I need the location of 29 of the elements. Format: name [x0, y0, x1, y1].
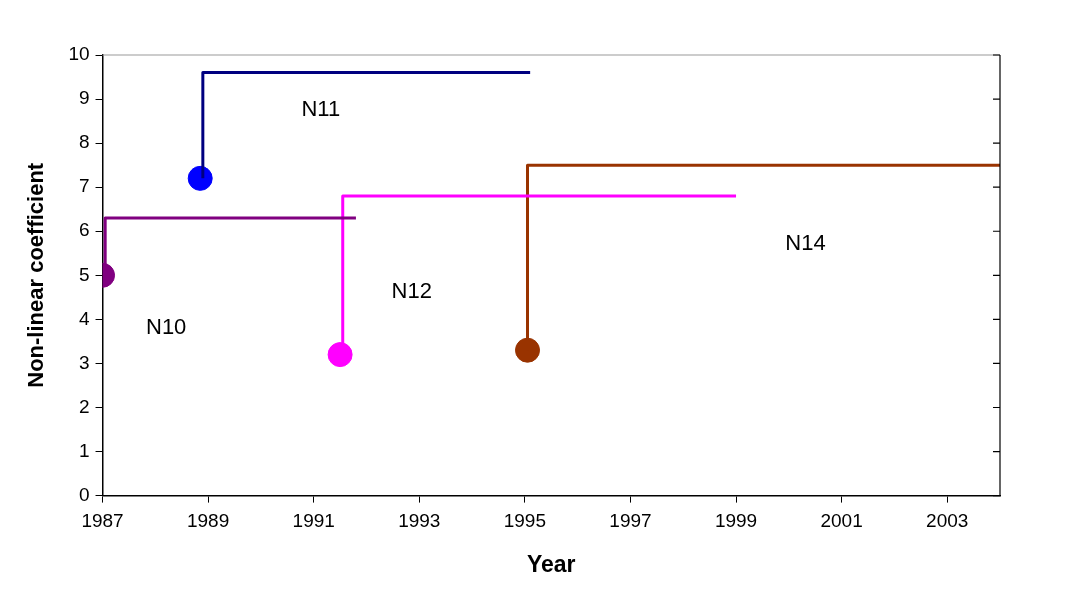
- y-tick-label: 3: [78, 351, 90, 373]
- x-tick-label: 1987: [81, 510, 124, 532]
- x-tick-label: 1991: [292, 510, 335, 532]
- x-tick-label: 1997: [609, 510, 652, 532]
- series-label: N11: [301, 95, 341, 121]
- x-tick-label: 2003: [926, 510, 969, 532]
- y-tick-label: 0: [78, 483, 90, 505]
- y-tick-label: 4: [78, 307, 90, 329]
- x-tick-label: 1999: [714, 510, 758, 532]
- x-axis-title: Year: [526, 550, 576, 577]
- y-tick-label: 7: [78, 175, 90, 197]
- y-tick-label: 6: [78, 219, 90, 241]
- y-tick-label: 10: [68, 43, 90, 65]
- point: [187, 165, 213, 191]
- x-tick-label: 1995: [503, 510, 547, 532]
- x-tick-label: 1993: [398, 510, 441, 532]
- y-tick-label: 5: [78, 263, 90, 285]
- text: N12: [391, 278, 432, 304]
- point: [327, 342, 353, 368]
- y-tick-label: 2: [78, 395, 90, 417]
- text: N14: [785, 230, 826, 256]
- text: N10: [145, 314, 187, 340]
- point: [515, 337, 541, 363]
- y-tick-label: 9: [78, 87, 90, 109]
- y-tick-label: 8: [78, 131, 90, 153]
- x-tick-label: 2001: [820, 510, 863, 532]
- y-tick-label: 1: [78, 439, 90, 461]
- x-tick-label: 1989: [186, 510, 230, 532]
- y-axis-title: Non-linear coefficient: [23, 162, 49, 388]
